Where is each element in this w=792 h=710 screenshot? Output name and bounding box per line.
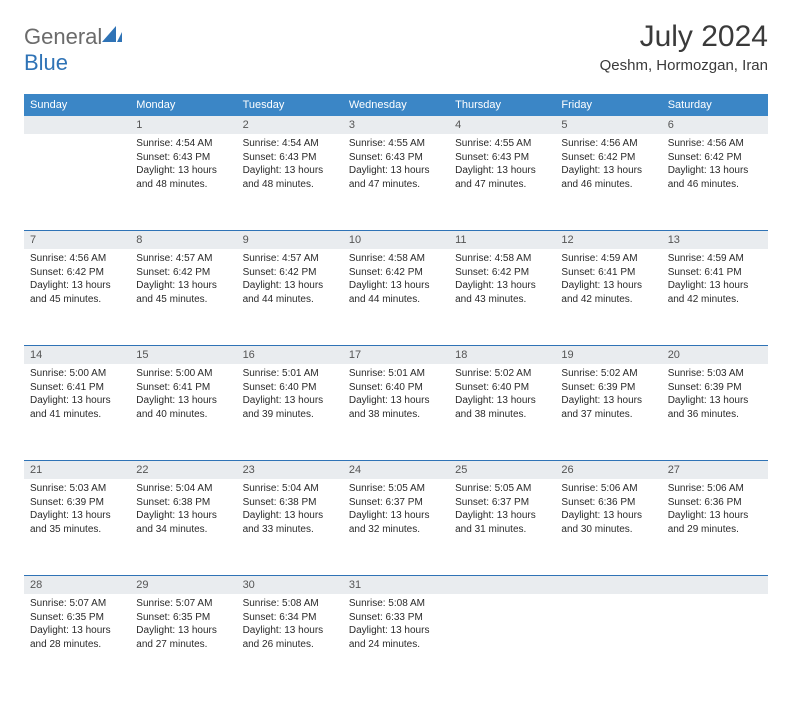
logo-part1: General	[24, 24, 102, 49]
weekday-header: Friday	[555, 94, 661, 116]
day-number: 21	[24, 461, 130, 480]
day-cell: Sunrise: 5:07 AMSunset: 6:35 PMDaylight:…	[24, 594, 130, 690]
day-cell: Sunrise: 4:57 AMSunset: 6:42 PMDaylight:…	[237, 249, 343, 346]
day-number: 31	[343, 576, 449, 595]
day-cell: Sunrise: 4:55 AMSunset: 6:43 PMDaylight:…	[343, 134, 449, 231]
day-cell: Sunrise: 5:08 AMSunset: 6:33 PMDaylight:…	[343, 594, 449, 690]
day-cell: Sunrise: 4:56 AMSunset: 6:42 PMDaylight:…	[24, 249, 130, 346]
day-cell: Sunrise: 5:00 AMSunset: 6:41 PMDaylight:…	[130, 364, 236, 461]
day-cell: Sunrise: 4:54 AMSunset: 6:43 PMDaylight:…	[130, 134, 236, 231]
day-number: 12	[555, 231, 661, 250]
day-cell: Sunrise: 5:06 AMSunset: 6:36 PMDaylight:…	[555, 479, 661, 576]
logo-part2: Blue	[24, 50, 68, 75]
logo-sail-icon	[102, 24, 122, 50]
header: GeneralBlue July 2024 Qeshm, Hormozgan, …	[24, 20, 768, 76]
day-number: 15	[130, 346, 236, 365]
day-number: 6	[662, 116, 768, 134]
day-number: 8	[130, 231, 236, 250]
day-number: 18	[449, 346, 555, 365]
weekday-header: Monday	[130, 94, 236, 116]
weekday-header: Tuesday	[237, 94, 343, 116]
day-cell: Sunrise: 4:56 AMSunset: 6:42 PMDaylight:…	[662, 134, 768, 231]
day-number	[24, 116, 130, 134]
day-cell: Sunrise: 5:00 AMSunset: 6:41 PMDaylight:…	[24, 364, 130, 461]
location: Qeshm, Hormozgan, Iran	[600, 57, 768, 74]
day-cell: Sunrise: 4:55 AMSunset: 6:43 PMDaylight:…	[449, 134, 555, 231]
day-number: 16	[237, 346, 343, 365]
day-number: 14	[24, 346, 130, 365]
day-number	[449, 576, 555, 595]
day-cell: Sunrise: 4:58 AMSunset: 6:42 PMDaylight:…	[343, 249, 449, 346]
day-cell: Sunrise: 5:08 AMSunset: 6:34 PMDaylight:…	[237, 594, 343, 690]
day-number: 23	[237, 461, 343, 480]
weekday-header: Thursday	[449, 94, 555, 116]
day-cell: Sunrise: 5:07 AMSunset: 6:35 PMDaylight:…	[130, 594, 236, 690]
day-cell: Sunrise: 4:56 AMSunset: 6:42 PMDaylight:…	[555, 134, 661, 231]
calendar-head: SundayMondayTuesdayWednesdayThursdayFrid…	[24, 94, 768, 116]
day-cell	[24, 134, 130, 231]
day-cell	[662, 594, 768, 690]
day-cell: Sunrise: 5:03 AMSunset: 6:39 PMDaylight:…	[24, 479, 130, 576]
day-cell: Sunrise: 5:03 AMSunset: 6:39 PMDaylight:…	[662, 364, 768, 461]
day-number: 4	[449, 116, 555, 134]
calendar-table: SundayMondayTuesdayWednesdayThursdayFrid…	[24, 94, 768, 690]
day-number: 26	[555, 461, 661, 480]
day-cell: Sunrise: 5:04 AMSunset: 6:38 PMDaylight:…	[237, 479, 343, 576]
day-cell: Sunrise: 5:01 AMSunset: 6:40 PMDaylight:…	[343, 364, 449, 461]
month-title: July 2024	[600, 20, 768, 53]
day-cell: Sunrise: 5:06 AMSunset: 6:36 PMDaylight:…	[662, 479, 768, 576]
day-number: 10	[343, 231, 449, 250]
title-block: July 2024 Qeshm, Hormozgan, Iran	[600, 20, 768, 74]
day-number: 22	[130, 461, 236, 480]
day-cell: Sunrise: 4:57 AMSunset: 6:42 PMDaylight:…	[130, 249, 236, 346]
day-number	[555, 576, 661, 595]
day-number: 1	[130, 116, 236, 134]
day-cell: Sunrise: 5:04 AMSunset: 6:38 PMDaylight:…	[130, 479, 236, 576]
day-number: 13	[662, 231, 768, 250]
day-number: 9	[237, 231, 343, 250]
day-number: 28	[24, 576, 130, 595]
day-number: 20	[662, 346, 768, 365]
day-number: 17	[343, 346, 449, 365]
day-cell	[449, 594, 555, 690]
calendar-body: 123456Sunrise: 4:54 AMSunset: 6:43 PMDay…	[24, 116, 768, 690]
day-number: 24	[343, 461, 449, 480]
day-cell: Sunrise: 5:02 AMSunset: 6:40 PMDaylight:…	[449, 364, 555, 461]
day-cell: Sunrise: 4:59 AMSunset: 6:41 PMDaylight:…	[662, 249, 768, 346]
logo-text: GeneralBlue	[24, 24, 122, 76]
day-number: 25	[449, 461, 555, 480]
day-cell: Sunrise: 5:05 AMSunset: 6:37 PMDaylight:…	[343, 479, 449, 576]
day-number: 27	[662, 461, 768, 480]
day-number: 5	[555, 116, 661, 134]
day-cell: Sunrise: 5:05 AMSunset: 6:37 PMDaylight:…	[449, 479, 555, 576]
logo: GeneralBlue	[24, 20, 122, 76]
weekday-header: Sunday	[24, 94, 130, 116]
day-number	[662, 576, 768, 595]
day-number: 30	[237, 576, 343, 595]
day-number: 2	[237, 116, 343, 134]
day-cell: Sunrise: 4:54 AMSunset: 6:43 PMDaylight:…	[237, 134, 343, 231]
day-number: 29	[130, 576, 236, 595]
weekday-header: Wednesday	[343, 94, 449, 116]
day-cell: Sunrise: 4:58 AMSunset: 6:42 PMDaylight:…	[449, 249, 555, 346]
day-number: 19	[555, 346, 661, 365]
day-cell: Sunrise: 5:02 AMSunset: 6:39 PMDaylight:…	[555, 364, 661, 461]
day-number: 7	[24, 231, 130, 250]
weekday-header: Saturday	[662, 94, 768, 116]
day-cell: Sunrise: 5:01 AMSunset: 6:40 PMDaylight:…	[237, 364, 343, 461]
day-cell: Sunrise: 4:59 AMSunset: 6:41 PMDaylight:…	[555, 249, 661, 346]
day-number: 3	[343, 116, 449, 134]
day-cell	[555, 594, 661, 690]
day-number: 11	[449, 231, 555, 250]
